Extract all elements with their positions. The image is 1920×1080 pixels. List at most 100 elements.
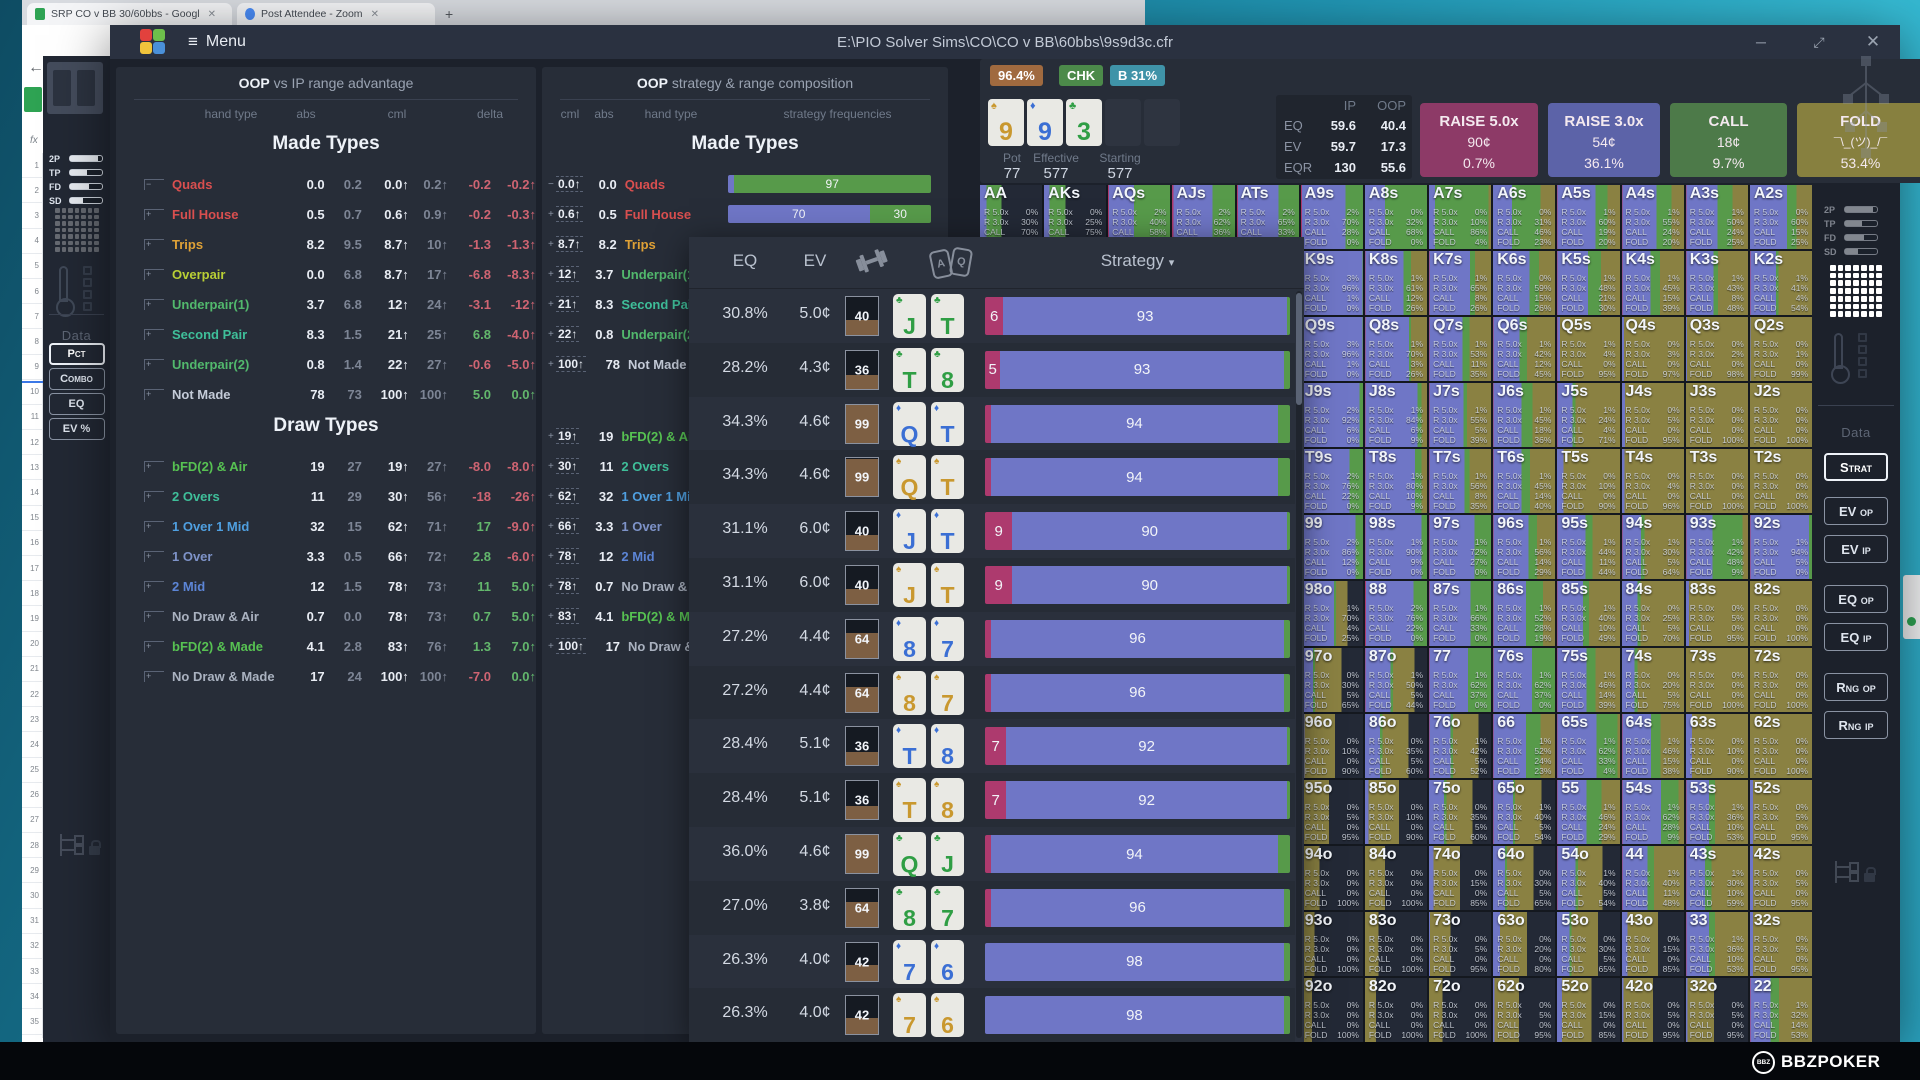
combo-row[interactable]: 27.2% 4.4¢ 64 8 ♦ 7 ♦ 96 (689, 612, 1295, 666)
matrix-cell-J9s[interactable]: J9s R 5.0x 2% R 3.0x 92% CALL 6% FOLD 0% (1300, 383, 1363, 448)
matrix-cell-64s[interactable]: 64s R 5.0x 1% R 3.0x 46% CALL 15% FOLD 38% (1621, 713, 1684, 778)
filter-squares-icon[interactable] (83, 266, 92, 311)
expand-toggle-icon[interactable]: + (548, 550, 554, 562)
matrix-cell-82o[interactable]: 82o R 5.0x 0% R 3.0x 0% CALL 0% FOLD 100% (1364, 977, 1428, 1042)
matrix-cell-64o[interactable]: 64o R 5.0x 0% R 3.0x 30% CALL 5% FOLD 65% (1493, 845, 1556, 910)
tab-close-icon[interactable]: ✕ (370, 8, 379, 20)
matrix-cell-75o[interactable]: 75o R 5.0x 0% R 3.0x 35% CALL 5% FOLD 60% (1429, 779, 1492, 844)
close-button[interactable]: ✕ (1865, 32, 1881, 51)
combo-row[interactable]: 36.0% 4.6¢ 99 Q ♣ J ♣ 94 (689, 827, 1295, 881)
matrix-cell-K7s[interactable]: K7s R 5.0x 1% R 3.0x 65% CALL 8% FOLD 26% (1429, 251, 1492, 316)
browser-tab[interactable]: SRP CO v BB 30/60bbs - Googl ✕ (27, 3, 232, 25)
expand-toggle-icon[interactable]: + (144, 580, 164, 592)
strategy-hand-row[interactable]: +21↑ 8.3 Second Pair (542, 289, 948, 319)
combo-row[interactable]: 31.1% 6.0¢ 40 J ♠ T ♠ 9 90 (689, 558, 1295, 612)
hand-type-row[interactable]: + No Draw & Air 0.7 0.0 78↑ 73↑ 0.7 5.0↑ (116, 601, 536, 631)
strategy-hand-row[interactable]: +12↑ 3.7 Underpair(1) (542, 259, 948, 289)
column-hand-type[interactable]: hand type (204, 107, 258, 121)
matrix-cell-22[interactable]: 22 R 5.0x 1% R 3.0x 32% CALL 14% FOLD 53% (1749, 977, 1812, 1042)
matrix-cell-Q9s[interactable]: Q9s R 5.0x 3% R 3.0x 96% CALL 1% FOLD 0% (1300, 317, 1363, 382)
matrix-cell-93o[interactable]: 93o R 5.0x 0% R 3.0x 0% CALL 0% FOLD 100% (1300, 911, 1363, 976)
expand-toggle-icon[interactable]: + (144, 460, 164, 472)
matrix-cell-85s[interactable]: 85s R 5.0x 1% R 3.0x 40% CALL 10% FOLD 49% (1557, 581, 1620, 646)
strategy-hand-row[interactable]: +19↑ 19 bFD(2) & Air (542, 421, 948, 451)
expand-toggle-icon[interactable]: + (548, 520, 554, 532)
cards-column-icon[interactable]: A Q (917, 245, 987, 286)
matrix-cell-A9s[interactable]: A9s R 5.0x 2% R 3.0x 70% CALL 28% FOLD 0% (1300, 185, 1363, 250)
strategy-hand-row[interactable]: +78↑ 12 2 Mid (542, 541, 948, 571)
hand-type-row[interactable]: + Overpair 0.0 6.8 8.7↑ 17↑ -6.8 -8.3↑ (116, 259, 536, 289)
hand-type-row[interactable]: +2 Mid 12 1.5 78↑ 73↑ 11 5.0↑ (116, 571, 536, 601)
strategy-hand-row[interactable]: +62↑ 32 1 Over 1 Mid (542, 481, 948, 511)
matrix-cell-A7s[interactable]: A7s R 5.0x 0% R 3.0x 10% CALL 86% FOLD 4% (1429, 185, 1492, 250)
eq-column-header[interactable]: EQ (732, 251, 758, 270)
weight-column-icon[interactable] (841, 247, 901, 276)
thermometer-icon[interactable] (56, 266, 75, 317)
matrix-cell-T8s[interactable]: T8s R 5.0x 1% R 3.0x 80% CALL 10% FOLD 9% (1364, 449, 1428, 514)
matrix-cell-J7s[interactable]: J7s R 5.0x 1% R 3.0x 55% CALL 5% FOLD 39% (1429, 383, 1492, 448)
matrix-cell-62o[interactable]: 62o R 5.0x 0% R 3.0x 5% CALL 0% FOLD 95% (1493, 977, 1556, 1042)
matrix-cell-63o[interactable]: 63o R 5.0x 0% R 3.0x 20% CALL 0% FOLD 80% (1493, 911, 1556, 976)
matrix-cell-85o[interactable]: 85o R 5.0x 0% R 3.0x 10% CALL 0% FOLD 90% (1364, 779, 1428, 844)
matrix-cell-T4s[interactable]: T4s R 5.0x 0% R 3.0x 4% CALL 0% FOLD 96% (1621, 449, 1684, 514)
sidebar-button-strat[interactable]: Strat (1824, 453, 1888, 481)
matrix-cell-K8s[interactable]: K8s R 5.0x 1% R 3.0x 61% CALL 12% FOLD 26% (1364, 251, 1428, 316)
column-strategy-frequencies[interactable]: strategy frequencies (783, 107, 892, 121)
expand-toggle-icon[interactable]: + (548, 610, 554, 622)
combo-row[interactable]: 27.2% 4.4¢ 64 8 ♠ 7 ♠ 96 (689, 665, 1295, 720)
matrix-cell-76s[interactable]: 76s R 5.0x 1% R 3.0x 62% CALL 37% FOLD 0% (1493, 647, 1556, 712)
expand-toggle-icon[interactable]: − (144, 178, 164, 190)
strategy-hand-row[interactable]: +100↑ 78 Not Made (542, 349, 948, 379)
strategy-hand-row[interactable]: +22↑ 0.8 Underpair(2) (542, 319, 948, 349)
matrix-cell-T7s[interactable]: T7s R 5.0x 1% R 3.0x 56% CALL 8% FOLD 35% (1429, 449, 1492, 514)
tree-icon[interactable] (1836, 53, 1896, 165)
slider-track[interactable] (1844, 206, 1878, 213)
matrix-cell-98s[interactable]: 98s R 5.0x 1% R 3.0x 90% CALL 9% FOLD 0% (1364, 515, 1428, 580)
minimize-button[interactable]: ─ (1756, 34, 1766, 50)
browser-tab[interactable]: Post Attendee - Zoom ✕ (237, 3, 435, 25)
expand-toggle-icon[interactable]: + (548, 298, 554, 310)
matrix-cell-K6s[interactable]: K6s R 5.0x 0% R 3.0x 59% CALL 15% FOLD 26% (1493, 251, 1556, 316)
browser-back-icon[interactable]: ← (28, 59, 44, 76)
expand-toggle-icon[interactable]: + (144, 328, 164, 340)
filter-squares-icon[interactable] (1858, 333, 1867, 378)
matrix-cell-74o[interactable]: 74o R 5.0x 0% R 3.0x 15% CALL 0% FOLD 85% (1429, 845, 1492, 910)
expand-toggle-icon[interactable]: − (548, 178, 554, 190)
combo-row[interactable]: 28.4% 5.1¢ 36 T ♠ 8 ♠ 7 92 (689, 773, 1295, 827)
tree-icon[interactable] (53, 828, 87, 867)
matrix-cell-A2s[interactable]: A2s R 5.0x 0% R 3.0x 60% CALL 15% FOLD 25% (1749, 185, 1812, 250)
matrix-cell-73o[interactable]: 73o R 5.0x 0% R 3.0x 5% CALL 0% FOLD 95% (1429, 911, 1492, 976)
matrix-cell-96o[interactable]: 96o R 5.0x 0% R 3.0x 10% CALL 0% FOLD 90% (1300, 713, 1363, 778)
matrix-cell-94s[interactable]: 94s R 5.0x 1% R 3.0x 30% CALL 5% FOLD 64% (1621, 515, 1684, 580)
matrix-cell-52s[interactable]: 52s R 5.0x 0% R 3.0x 5% CALL 0% FOLD 95% (1749, 779, 1812, 844)
hand-type-row[interactable]: + Second Pair 8.3 1.5 21↑ 25↑ 6.8 -4.0↑ (116, 319, 536, 349)
matrix-cell-A4s[interactable]: A4s R 5.0x 1% R 3.0x 55% CALL 24% FOLD 20% (1621, 185, 1684, 250)
matrix-cell-T3s[interactable]: T3s R 5.0x 0% R 3.0x 0% CALL 0% FOLD 100% (1685, 449, 1748, 514)
strategy-hand-row[interactable]: +78↑ 0.7 No Draw & Air (542, 571, 948, 601)
expand-toggle-icon[interactable]: + (144, 388, 164, 400)
matrix-cell-92o[interactable]: 92o R 5.0x 0% R 3.0x 0% CALL 0% FOLD 100% (1300, 977, 1363, 1042)
expand-toggle-icon[interactable]: + (144, 490, 164, 502)
hand-type-row[interactable]: + bFD(2) & Made 4.1 2.8 83↑ 76↑ 1.3 7.0↑ (116, 631, 536, 661)
matrix-cell-95o[interactable]: 95o R 5.0x 0% R 3.0x 5% CALL 0% FOLD 95% (1300, 779, 1363, 844)
action-button-raise-5-0x[interactable]: RAISE 5.0x 90¢ 0.7% (1420, 103, 1538, 177)
matrix-cell-K2s[interactable]: K2s R 5.0x 1% R 3.0x 41% CALL 4% FOLD 54% (1749, 251, 1812, 316)
matrix-cell-72s[interactable]: 72s R 5.0x 0% R 3.0x 0% CALL 0% FOLD 100% (1749, 647, 1812, 712)
sidebar-button-ev-op[interactable]: EV op (1824, 497, 1888, 525)
matrix-cell-J6s[interactable]: J6s R 5.0x 1% R 3.0x 45% CALL 18% FOLD 36% (1493, 383, 1556, 448)
display-slider-sd[interactable]: SD (1824, 245, 1878, 258)
matrix-cell-32o[interactable]: 32o R 5.0x 0% R 3.0x 5% CALL 0% FOLD 95% (1685, 977, 1748, 1042)
matrix-cell-75s[interactable]: 75s R 5.0x 1% R 3.0x 46% CALL 14% FOLD 39% (1557, 647, 1620, 712)
slider-track[interactable] (1844, 234, 1878, 241)
action-button-fold[interactable]: FOLD ¯\_(ツ)_/¯ 53.4% (1797, 103, 1920, 177)
sidebar-button-eq[interactable]: EQ (48, 393, 105, 415)
action-line-chip[interactable]: 96.4% (990, 65, 1043, 86)
matrix-cell-87o[interactable]: 87o R 5.0x 1% R 3.0x 50% CALL 5% FOLD 44% (1364, 647, 1428, 712)
matrix-cell-Q4s[interactable]: Q4s R 5.0x 0% R 3.0x 3% CALL 0% FOLD 97% (1621, 317, 1684, 382)
combo-row[interactable]: 34.3% 4.6¢ 99 Q ♦ T ♦ 94 (689, 397, 1295, 451)
hand-type-row[interactable]: +1 Over 1 Mid 32 15 62↑ 71↑ 17 -9.0↑ (116, 511, 536, 541)
slider-track[interactable] (69, 183, 103, 190)
scrollbar-thumb[interactable] (1296, 293, 1302, 405)
matrix-cell-A5s[interactable]: A5s R 5.0x 1% R 3.0x 60% CALL 19% FOLD 20% (1557, 185, 1620, 250)
display-slider-tp[interactable]: TP (1824, 217, 1878, 230)
